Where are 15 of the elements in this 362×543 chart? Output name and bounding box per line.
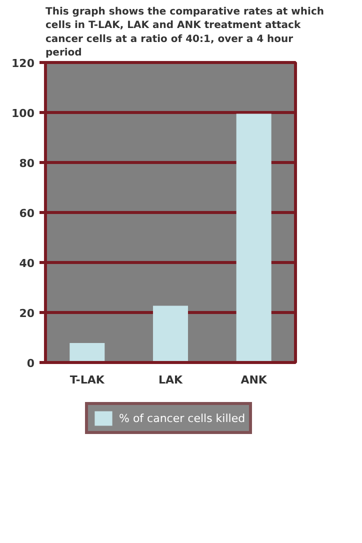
y-tick-label: 60 [19,207,35,220]
y-tick-label: 120 [12,57,35,70]
y-tick-label: 20 [19,307,35,320]
y-tick-label: 40 [19,257,35,270]
y-tick-label: 80 [19,157,35,170]
bar [153,306,188,362]
bar [236,114,272,362]
chart-title: This graph shows the comparative rates at which cells in T-LAK, LAK and ANK treatment attack cancer cells at a ratio of 40:1, over a 4 hour period [46,6,324,58]
bar [70,343,105,362]
x-tick-label: ANK [240,374,268,386]
legend-label: % of cancer cells killed [119,412,246,424]
y-tick-label: 100 [12,107,35,120]
y-tick-label: 0 [26,357,35,370]
x-tick-label: LAK [158,374,183,386]
x-tick-label: T-LAK [70,374,105,386]
